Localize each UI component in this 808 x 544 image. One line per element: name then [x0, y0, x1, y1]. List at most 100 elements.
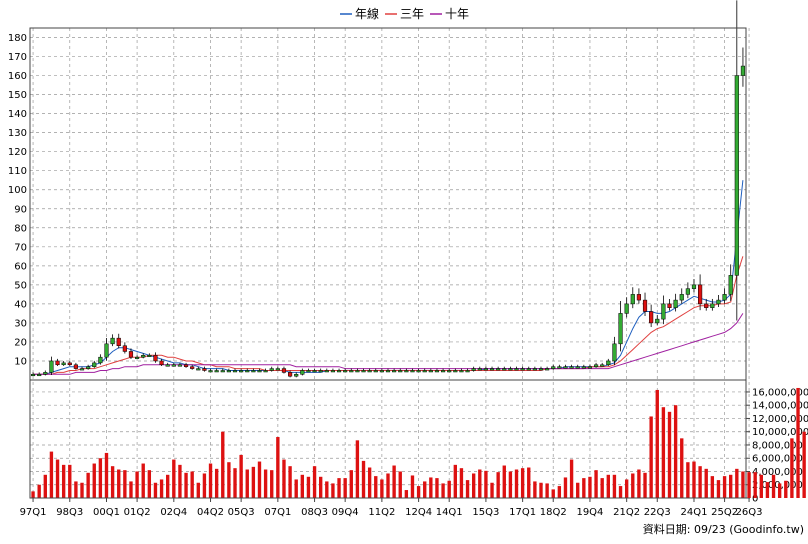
ma-line-3year	[33, 256, 744, 375]
candle-body	[575, 366, 580, 369]
candle-body	[526, 368, 531, 371]
volume-bar	[257, 461, 262, 498]
volume-bar	[698, 466, 702, 498]
candle-body	[716, 299, 721, 305]
candle-body	[545, 368, 550, 371]
candle-body	[214, 370, 219, 373]
candle-body	[587, 366, 593, 369]
volume-bar	[325, 481, 329, 498]
volume-bar	[129, 481, 133, 498]
candle-body	[532, 368, 537, 371]
candle-body	[606, 360, 611, 366]
candle-body	[110, 337, 115, 345]
volume-bar	[459, 468, 464, 498]
candle-body	[98, 356, 103, 364]
price-tick-label: 80	[14, 223, 27, 234]
candle-body	[165, 364, 170, 367]
volume-bar	[184, 472, 188, 498]
price-tick-label: 180	[8, 33, 27, 44]
candle-body	[379, 370, 384, 373]
volume-bar	[716, 480, 721, 498]
price-tick-label: 20	[14, 337, 27, 348]
candle-body	[465, 370, 470, 373]
ma-line-annual	[33, 180, 744, 375]
candle-body	[281, 368, 287, 373]
candle-body	[477, 368, 482, 371]
candle-body	[306, 370, 311, 373]
candle-body	[551, 366, 556, 369]
candle-body	[679, 294, 684, 301]
volume-bar	[251, 466, 256, 498]
candle-body	[61, 362, 66, 366]
moving-average-lines	[33, 180, 744, 375]
volume-bar	[380, 479, 384, 498]
candle-body	[122, 345, 127, 352]
volume-bar	[270, 470, 274, 498]
volume-bar	[190, 471, 194, 498]
price-tick-label: 90	[14, 204, 27, 215]
volume-bar	[104, 452, 109, 498]
volume-bar	[49, 451, 54, 498]
candle-body	[263, 370, 268, 373]
volume-bar	[374, 476, 378, 498]
candle-body	[141, 355, 146, 358]
volume-bar	[557, 486, 562, 498]
volume-bar	[508, 471, 513, 498]
candle-body	[691, 284, 697, 289]
volume-bar	[765, 482, 770, 498]
volume-bar	[594, 470, 598, 498]
volume-bar	[667, 411, 672, 498]
x-tick-label: 08Q3	[301, 507, 328, 518]
volume-bar	[74, 481, 78, 498]
volume-bar	[68, 464, 72, 498]
x-tick-label: 25Q2	[711, 507, 738, 518]
candle-body	[67, 362, 72, 366]
candle-body	[655, 318, 660, 324]
price-grid	[30, 28, 750, 498]
x-tick-label: 17Q1	[509, 507, 536, 518]
volume-bar	[563, 477, 568, 498]
volume-bar	[178, 464, 182, 498]
volume-bar	[202, 473, 207, 498]
volume-bar	[294, 479, 298, 498]
volume-bar	[655, 389, 659, 498]
volume-bar	[624, 479, 629, 498]
volume-bar	[441, 483, 445, 498]
volume-bar	[245, 469, 249, 498]
volume-tick-label: 6,000,000	[752, 454, 803, 465]
volume-bar	[306, 476, 311, 498]
candle-body	[177, 364, 183, 367]
candle-body	[483, 368, 489, 371]
volume-tick-label: 8,000,000	[752, 440, 803, 451]
volume-bar	[367, 467, 372, 498]
volume-bar	[722, 476, 727, 498]
candle-body	[300, 370, 305, 375]
volume-bar	[386, 473, 390, 498]
candle-body	[239, 370, 244, 373]
x-axis: 97Q1 98Q3 00Q1 01Q2 02Q4 04Q2 05Q3 07Q1 08Q3 09Q4…	[20, 498, 763, 518]
volume-bar	[643, 472, 647, 498]
volume-bar	[673, 405, 678, 498]
price-tick-label: 60	[14, 261, 27, 272]
candle-body	[116, 337, 121, 347]
volume-bar	[784, 480, 788, 498]
x-tick-label: 18Q2	[540, 507, 567, 518]
price-y-axis: 10 20 30 40 50 60 70 80 90 100 110 120 130 140 150 160 1…	[8, 33, 27, 367]
candle-body	[508, 368, 513, 371]
candle-body	[422, 370, 427, 373]
volume-bar	[282, 459, 286, 498]
volume-bar	[735, 468, 739, 498]
x-tick-label: 19Q4	[576, 507, 603, 518]
volume-bar	[300, 474, 305, 498]
candle-body	[43, 372, 48, 375]
volume-bar	[331, 483, 335, 498]
candle-body	[496, 368, 501, 371]
candle-body	[349, 370, 354, 373]
price-tick-label: 160	[8, 71, 27, 82]
candle-body	[385, 370, 391, 373]
candle-body	[581, 366, 586, 369]
price-tick-label: 50	[14, 280, 27, 291]
x-tick-label: 15Q3	[472, 507, 499, 518]
candle-body	[294, 374, 299, 377]
